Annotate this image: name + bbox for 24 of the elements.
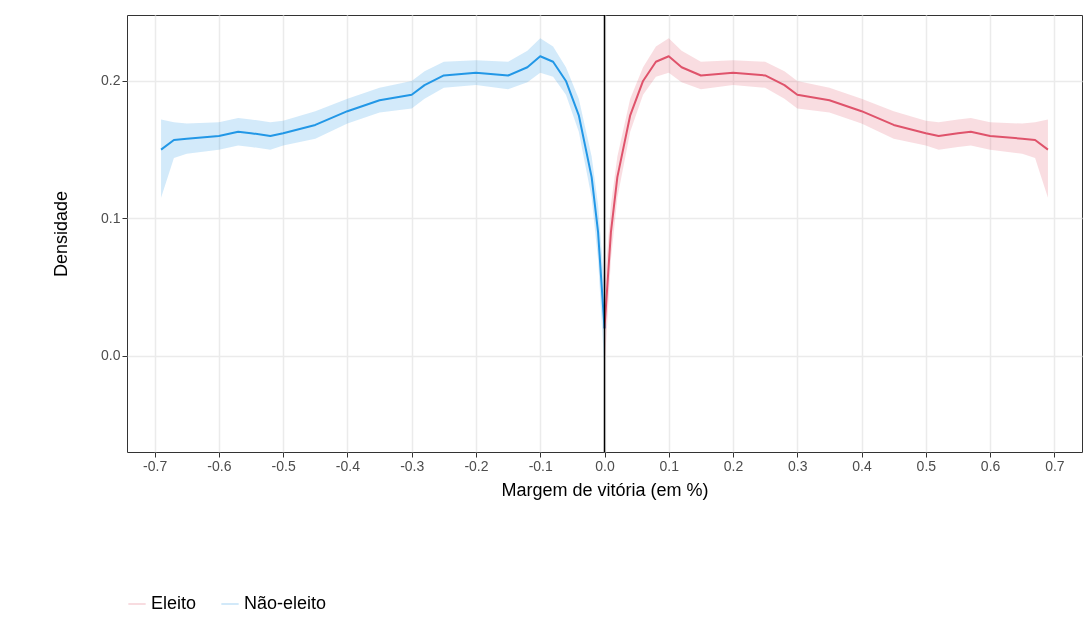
legend-label: Eleito <box>151 593 197 613</box>
x-tick-label: -0.4 <box>335 457 361 474</box>
x-tick-label: 0.6 <box>980 457 1001 474</box>
legend-label: Não-eleito <box>244 593 327 613</box>
x-tick-label: 0.3 <box>788 457 808 474</box>
x-tick-label: -0.1 <box>528 457 554 474</box>
x-tick-label: 0.5 <box>916 457 937 474</box>
y-tick-label: 0.2 <box>101 72 121 89</box>
y-axis-title: Densidade <box>51 190 72 278</box>
x-tick-label: 0.2 <box>723 457 744 474</box>
x-tick-label: 0.1 <box>659 457 680 474</box>
y-tick-label: 0.1 <box>101 209 121 226</box>
x-tick-label: 0.7 <box>1045 457 1065 474</box>
x-tick-label: -0.2 <box>464 457 489 474</box>
x-tick-label: 0.0 <box>595 457 615 474</box>
y-tick-label: 0.0 <box>101 347 121 364</box>
x-axis-title: Margem de vitória (em %) <box>501 479 709 500</box>
x-tick-label: -0.3 <box>400 457 425 474</box>
x-tick-label: 0.4 <box>852 457 873 474</box>
x-tick-label: -0.5 <box>271 457 296 474</box>
x-tick-label: -0.6 <box>207 457 232 474</box>
line-series <box>160 55 606 330</box>
x-tick-label: -0.7 <box>143 457 168 474</box>
line-series <box>603 55 1049 330</box>
